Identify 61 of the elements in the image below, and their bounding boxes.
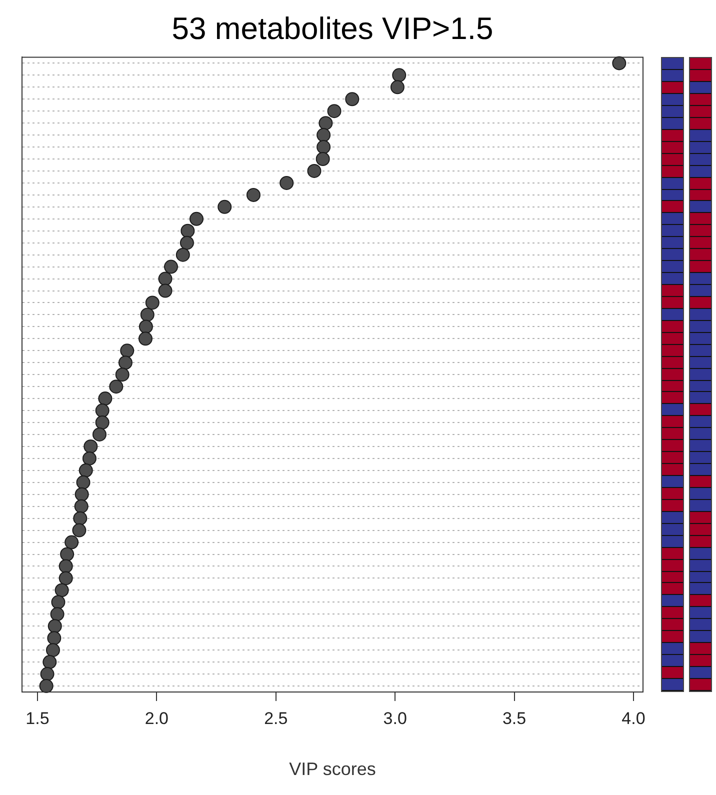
point <box>95 404 110 418</box>
point <box>98 392 112 406</box>
point <box>84 439 98 454</box>
point <box>58 571 73 586</box>
point <box>46 643 60 658</box>
point <box>140 308 154 322</box>
point <box>78 463 93 478</box>
point <box>82 451 96 466</box>
point <box>164 260 178 274</box>
point <box>327 104 342 118</box>
point <box>316 140 331 154</box>
point <box>47 631 62 646</box>
point <box>51 595 66 610</box>
point <box>74 487 89 502</box>
point <box>92 427 106 442</box>
x-tick-label: 2.5 <box>264 708 288 728</box>
point <box>40 667 54 682</box>
x-tick-label: 1.5 <box>26 708 50 728</box>
point <box>246 188 260 202</box>
point <box>48 619 62 634</box>
point <box>158 272 172 286</box>
x-tick-label: 3.5 <box>502 708 526 728</box>
point <box>392 68 406 82</box>
point <box>190 212 204 226</box>
point <box>50 607 64 622</box>
point <box>42 655 57 670</box>
x-tick-label: 3.0 <box>383 708 407 728</box>
point <box>158 284 172 298</box>
point <box>118 356 132 370</box>
point <box>612 56 626 70</box>
point <box>180 236 194 250</box>
chart-title: 53 metabolites VIP>1.5 <box>172 11 494 46</box>
point <box>54 583 69 598</box>
point <box>60 547 74 562</box>
point <box>316 128 331 142</box>
point <box>138 320 153 334</box>
point <box>280 176 294 190</box>
point <box>76 475 90 490</box>
point <box>390 80 404 94</box>
point <box>218 200 232 214</box>
point <box>138 332 152 346</box>
point <box>307 164 322 178</box>
point <box>120 344 134 358</box>
x-tick-label: 2.0 <box>144 708 169 728</box>
point <box>95 416 110 430</box>
point <box>176 248 190 262</box>
point <box>72 523 86 538</box>
point <box>58 559 73 574</box>
point <box>316 152 330 166</box>
point <box>73 511 88 526</box>
point <box>115 368 130 382</box>
point <box>145 296 160 310</box>
point <box>39 679 54 694</box>
point <box>64 535 79 550</box>
point <box>74 499 88 514</box>
x-axis-title: VIP scores <box>289 759 376 780</box>
point <box>345 92 360 106</box>
point <box>180 224 195 238</box>
x-tick-label: 4.0 <box>622 708 646 728</box>
point <box>318 116 333 130</box>
point <box>109 380 124 394</box>
